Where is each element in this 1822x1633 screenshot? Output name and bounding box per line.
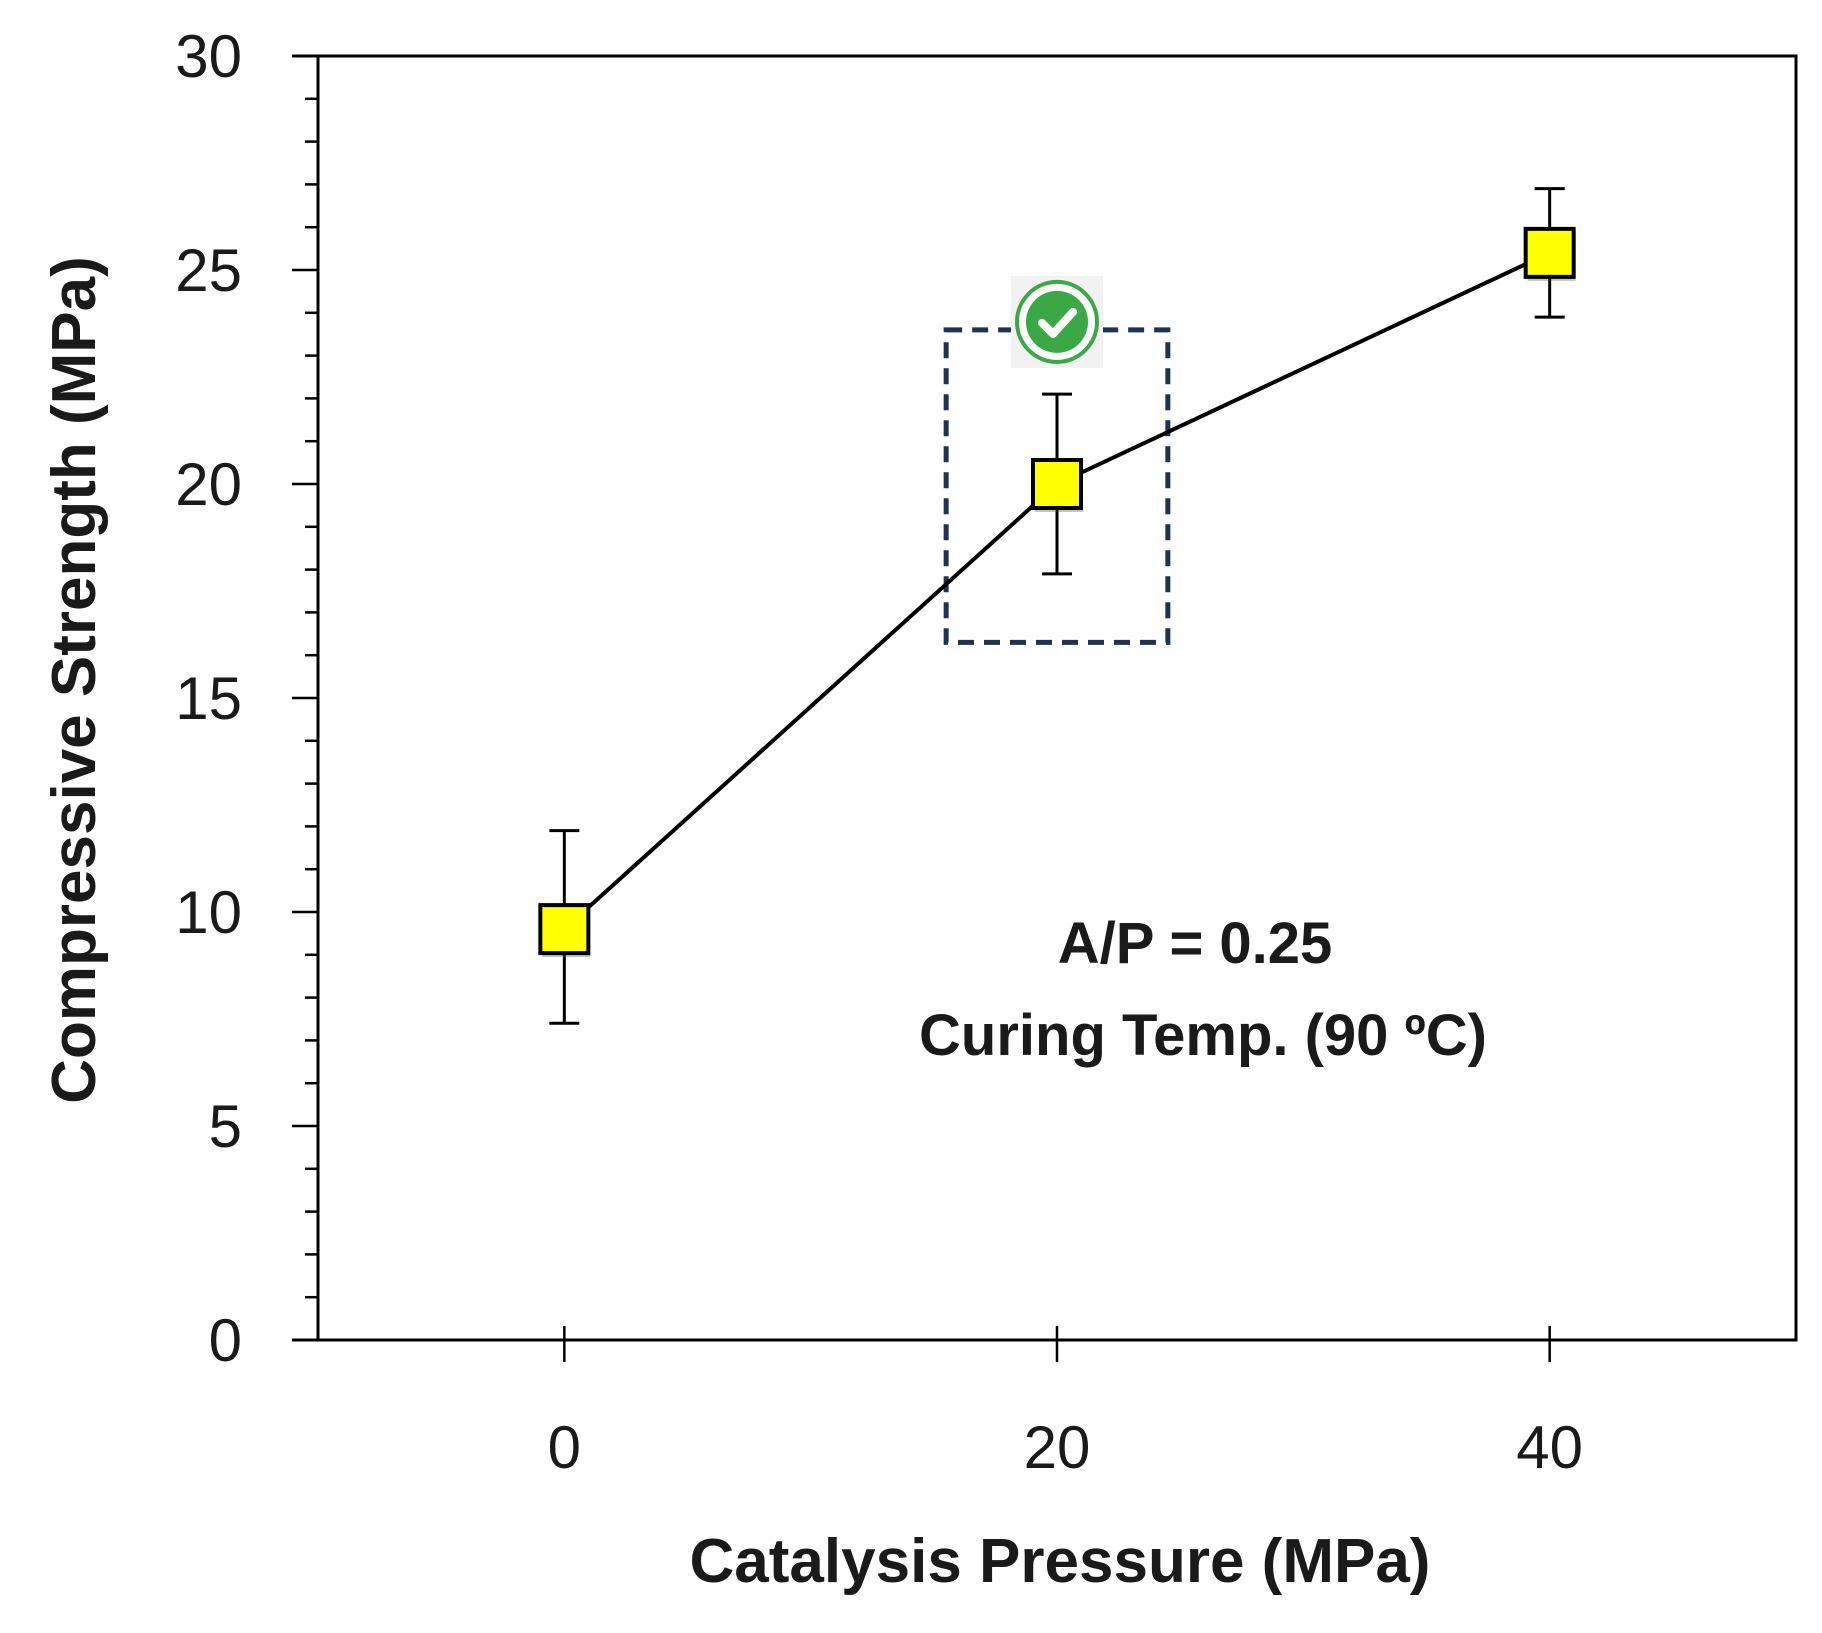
y-tick-label: 15 — [175, 665, 242, 732]
data-point-marker — [538, 903, 591, 956]
y-tick-label: 25 — [175, 237, 242, 304]
x-tick-label: 0 — [548, 1414, 581, 1481]
check-icon — [1038, 307, 1077, 338]
y-axis-title: Compressive Strength (MPa) — [40, 256, 109, 1104]
x-tick-label: 40 — [1516, 1414, 1583, 1481]
y-tick-label: 20 — [175, 451, 242, 518]
y-tick-label: 30 — [175, 23, 242, 90]
y-tick-label: 5 — [209, 1093, 242, 1160]
check-badge-fill — [1026, 290, 1088, 353]
highlight-group — [943, 275, 1171, 645]
annotation-curing-temp: Curing Temp. (90 ºC) — [919, 1003, 1487, 1068]
series-group — [538, 187, 1576, 1025]
labels-group: A/P = 0.25 Curing Temp. (90 ºC) Catalysi… — [40, 256, 1487, 1596]
data-point-marker — [1523, 226, 1576, 279]
x-axis-title: Catalysis Pressure (MPa) — [690, 1527, 1431, 1596]
annotation-ratio: A/P = 0.25 — [1058, 911, 1333, 976]
x-tick-label: 20 — [1024, 1414, 1091, 1481]
axes: 0 5 10 15 20 25 30 0 20 40 — [175, 23, 1798, 1481]
y-tick-label: 0 — [209, 1307, 242, 1374]
data-point-marker — [1031, 458, 1083, 510]
y-tick-label: 10 — [175, 879, 242, 946]
